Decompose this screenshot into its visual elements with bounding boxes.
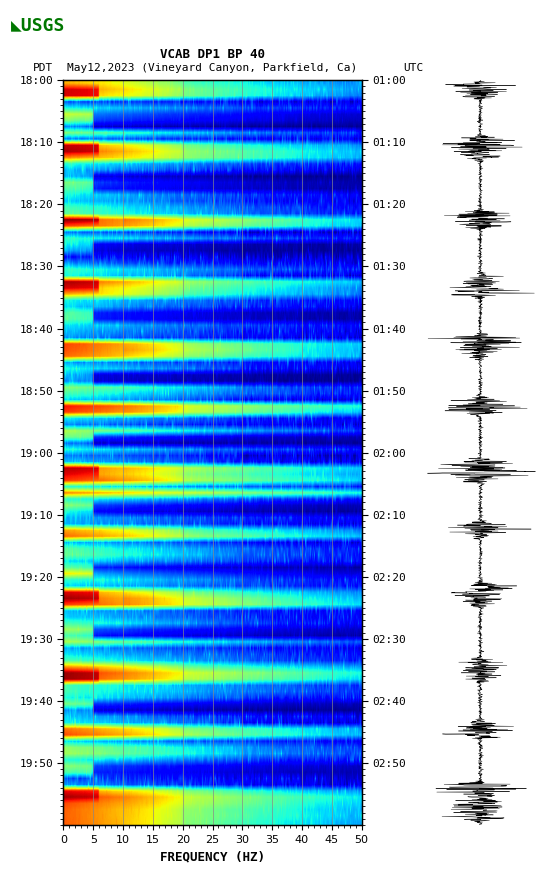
X-axis label: FREQUENCY (HZ): FREQUENCY (HZ)	[160, 850, 265, 863]
Text: PDT: PDT	[33, 63, 54, 73]
Text: ◣USGS: ◣USGS	[11, 16, 66, 34]
Text: UTC: UTC	[403, 63, 423, 73]
Text: VCAB DP1 BP 40: VCAB DP1 BP 40	[160, 47, 265, 61]
Text: May12,2023 (Vineyard Canyon, Parkfield, Ca): May12,2023 (Vineyard Canyon, Parkfield, …	[67, 63, 358, 73]
